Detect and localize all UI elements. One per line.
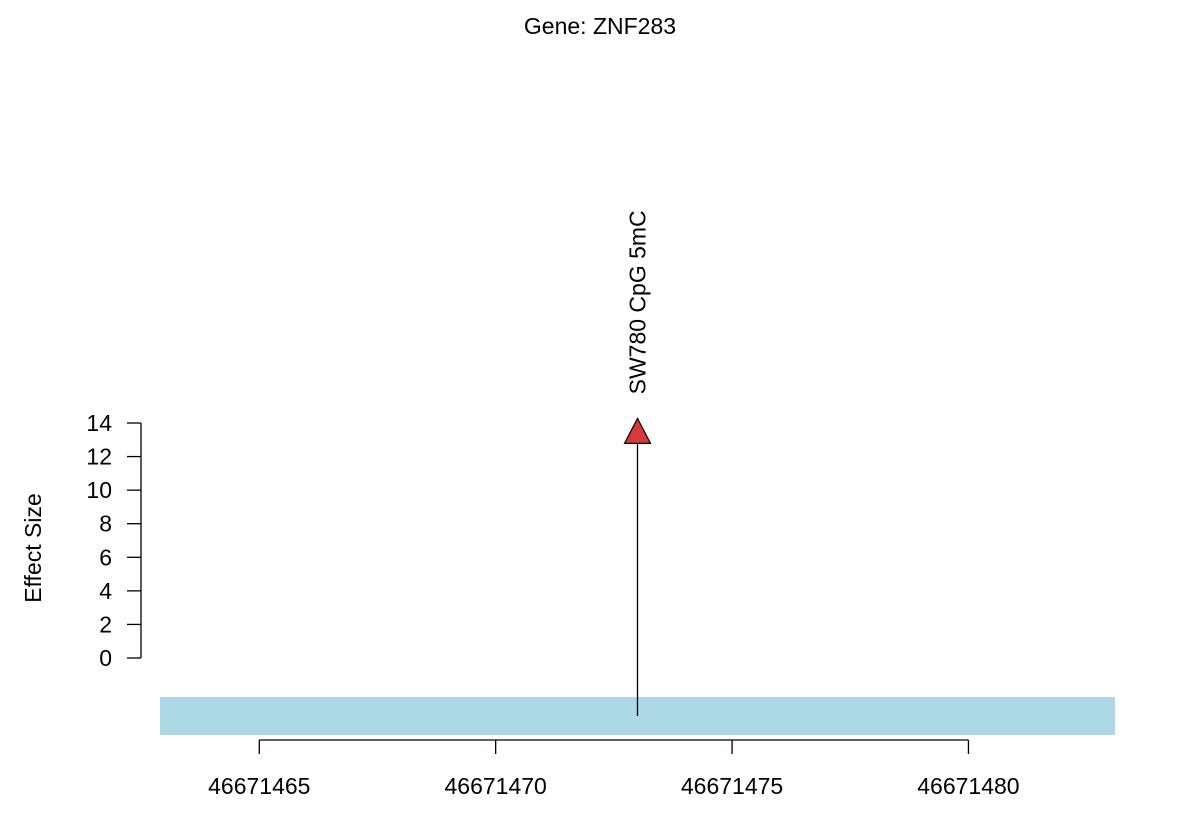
data-points: SW780 CpG 5mC xyxy=(623,210,652,716)
y-tick-label: 2 xyxy=(99,611,112,637)
y-tick-label: 8 xyxy=(99,511,112,537)
y-tick-label: 4 xyxy=(99,578,112,604)
chart-title: Gene: ZNF283 xyxy=(524,13,676,39)
y-tick-label: 0 xyxy=(99,645,112,671)
y-tick-label: 10 xyxy=(86,477,112,503)
x-tick-label: 46671480 xyxy=(917,773,1019,799)
x-tick-label: 46671465 xyxy=(208,773,310,799)
triangle-marker xyxy=(623,417,652,444)
x-tick-label: 46671470 xyxy=(444,773,546,799)
y-axis: 0 2 4 6 8 10 12 14 xyxy=(86,410,142,671)
y-tick-label: 6 xyxy=(99,544,112,570)
x-axis: 46671465 46671470 46671475 46671480 xyxy=(208,739,1020,799)
point-label: SW780 CpG 5mC xyxy=(625,210,651,394)
y-axis-label: Effect Size xyxy=(20,493,46,603)
y-tick-label: 14 xyxy=(86,410,112,436)
y-tick-label: 12 xyxy=(86,444,112,470)
x-tick-label: 46671475 xyxy=(681,773,783,799)
